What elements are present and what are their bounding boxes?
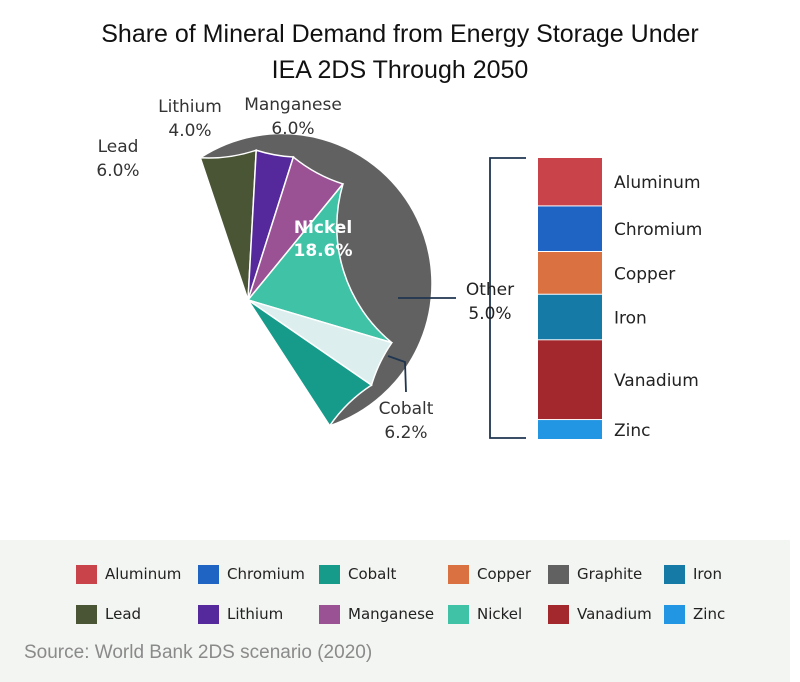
legend-swatch-nickel <box>448 604 469 624</box>
cobalt-label-name: Cobalt <box>379 399 434 419</box>
pie-chart: Aluminum Chromium Copper Iron Vanadium Zinc L… <box>96 95 702 443</box>
legend-label-zinc: Zinc <box>693 605 726 623</box>
legend-swatch-chromium <box>198 564 219 584</box>
pie-slices <box>199 132 433 428</box>
legend-item-lithium: Lithium <box>198 604 283 624</box>
lead-label-value: 6.0% <box>96 161 139 181</box>
legend-item-nickel: Nickel <box>448 604 522 624</box>
stack-segment-vanadium <box>538 340 602 420</box>
legend-label-graphite: Graphite <box>577 565 643 583</box>
stack-label-vanadium: Vanadium <box>614 371 699 391</box>
cobalt-connector-line <box>387 355 407 393</box>
legend-label-chromium: Chromium <box>227 565 305 583</box>
legend-label-copper: Copper <box>477 565 532 583</box>
legend-swatch-manganese <box>319 604 340 624</box>
legend-label-lead: Lead <box>105 605 142 623</box>
stack-segment-copper <box>538 252 602 294</box>
nickel-label-name: Nickel <box>294 218 352 238</box>
legend-swatch-graphite <box>548 564 569 584</box>
stack-label-chromium: Chromium <box>614 220 702 240</box>
legend: Aluminum Chromium Cobalt Copper Graphite Iron… <box>0 540 790 682</box>
pie-slice-lead <box>199 149 258 301</box>
other-breakdown-labels: Aluminum Chromium Copper Iron Vanadium Zinc <box>614 173 702 441</box>
stack-segment-zinc <box>538 420 602 439</box>
legend-swatch-lithium <box>198 604 219 624</box>
chart-title: Share of Mineral Demand from Energy Stor… <box>20 16 780 88</box>
legend-label-cobalt: Cobalt <box>348 565 397 583</box>
legend-label-manganese: Manganese <box>348 605 435 623</box>
stack-segment-iron <box>538 294 602 340</box>
legend-label-nickel: Nickel <box>477 605 523 623</box>
pie-slice-nickel <box>246 183 393 344</box>
graphite-label-value: 53.8% <box>177 368 236 388</box>
legend-label-lithium: Lithium <box>227 605 284 623</box>
pie-slice-cobalt <box>247 299 373 428</box>
manganese-label-value: 6.0% <box>271 119 314 139</box>
stack-label-copper: Copper <box>614 264 675 284</box>
legend-item-manganese: Manganese <box>319 604 434 624</box>
legend-swatch-vanadium <box>548 604 569 624</box>
legend-label-iron: Iron <box>693 565 722 583</box>
legend-item-cobalt: Cobalt <box>319 564 396 584</box>
legend-swatch-lead <box>76 604 97 624</box>
lithium-label-name: Lithium <box>158 97 222 117</box>
source-note: Source: World Bank 2DS scenario (2020) <box>24 642 373 663</box>
graphite-label-name: Graphite <box>164 345 248 365</box>
legend-swatch-aluminum <box>76 564 97 584</box>
legend-item-chromium: Chromium <box>198 564 305 584</box>
stack-segment-aluminum <box>538 158 602 206</box>
legend-item-iron: Iron <box>664 564 722 584</box>
stack-segment-chromium <box>538 206 602 251</box>
other-label-value: 5.0% <box>468 304 511 324</box>
nickel-label-value: 18.6% <box>294 241 353 261</box>
other-bracket <box>489 157 526 439</box>
other-breakdown-stack <box>538 158 602 439</box>
legend-item-aluminum: Aluminum <box>76 564 181 584</box>
lead-label-name: Lead <box>98 137 139 157</box>
legend-swatch-copper <box>448 564 469 584</box>
legend-item-lead: Lead <box>76 604 141 624</box>
legend-label-vanadium: Vanadium <box>577 605 652 623</box>
legend-swatch-iron <box>664 564 685 584</box>
lithium-label-value: 4.0% <box>168 121 211 141</box>
chart-title-line-1: Share of Mineral Demand from Energy Stor… <box>101 20 699 48</box>
cobalt-label-value: 6.2% <box>384 423 427 443</box>
legend-item-copper: Copper <box>448 564 531 584</box>
legend-swatch-cobalt <box>319 564 340 584</box>
other-label-name: Other <box>466 280 514 300</box>
legend-label-aluminum: Aluminum <box>105 565 182 583</box>
legend-item-zinc: Zinc <box>664 604 725 624</box>
legend-item-graphite: Graphite <box>548 564 642 584</box>
stack-label-aluminum: Aluminum <box>614 173 701 193</box>
stack-label-zinc: Zinc <box>614 421 651 441</box>
manganese-label-name: Manganese <box>244 95 342 115</box>
stack-label-iron: Iron <box>614 309 647 329</box>
legend-item-vanadium: Vanadium <box>548 604 652 624</box>
chart-title-line-2: IEA 2DS Through 2050 <box>271 56 529 84</box>
legend-swatch-zinc <box>664 604 685 624</box>
